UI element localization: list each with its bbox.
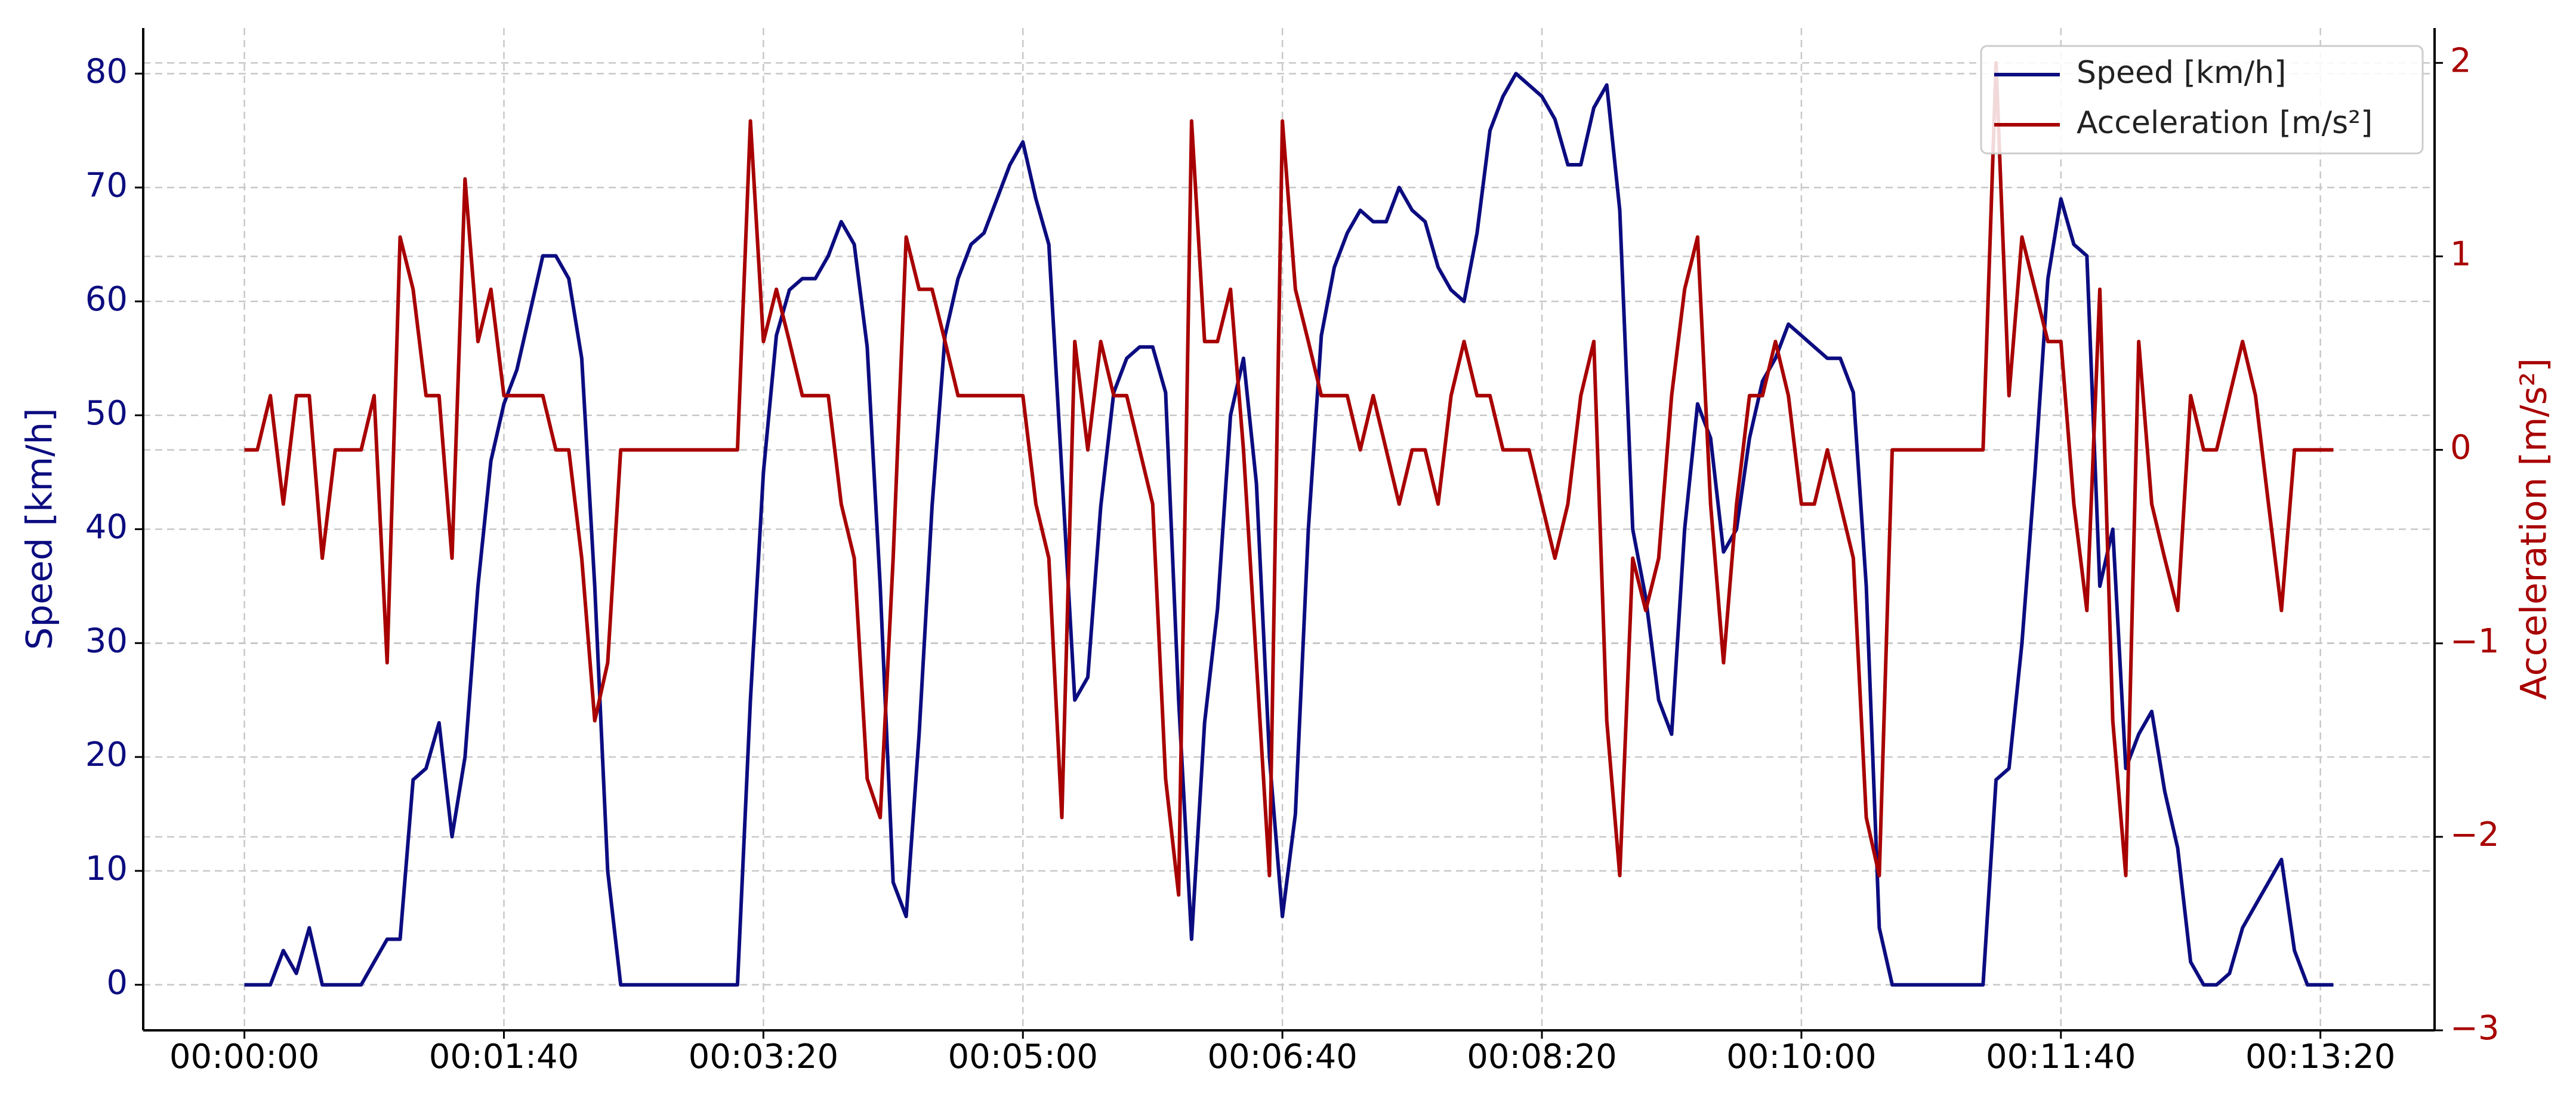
y-tick-label: 60 (85, 280, 128, 319)
y-tick-label: 50 (85, 394, 128, 433)
y-tick-label: 80 (85, 52, 128, 91)
y2-tick-label: 1 (2450, 235, 2472, 274)
y2-axis-label: Acceleration [m/s²] (2513, 358, 2555, 700)
x-tick-label: 00:00:00 (169, 1037, 320, 1076)
x-tick-label: 00:06:40 (1207, 1037, 1358, 1076)
series-line (244, 72, 2334, 987)
y2-tick-label: 2 (2450, 41, 2472, 80)
y-tick-label: 30 (85, 621, 128, 660)
y-tick-label: 40 (85, 508, 128, 547)
x-tick-label: 00:11:40 (1986, 1037, 2136, 1076)
y2-tick-label: 0 (2450, 429, 2472, 467)
y-tick-label: 10 (85, 849, 128, 888)
y2-tick-label: −2 (2450, 815, 2500, 854)
y-tick-label: 70 (85, 166, 128, 205)
y-tick-label: 20 (85, 735, 128, 774)
y-axis-label: Speed [km/h] (19, 408, 61, 649)
x-tick-label: 00:05:00 (948, 1037, 1098, 1076)
x-tick-label: 00:13:20 (2245, 1037, 2396, 1076)
legend-label: Acceleration [m/s²] (2077, 105, 2373, 141)
x-tick-label: 00:01:40 (429, 1037, 579, 1076)
y2-tick-label: −3 (2450, 1009, 2500, 1048)
x-tick-label: 00:10:00 (1726, 1037, 1877, 1076)
series-line (244, 61, 2334, 897)
x-tick-label: 00:03:20 (689, 1037, 839, 1076)
y2-tick-label: −1 (2450, 622, 2500, 661)
legend-box (1980, 45, 2424, 155)
legend-label: Speed [km/h] (2077, 55, 2286, 91)
y-tick-label: 0 (106, 963, 128, 1002)
x-tick-label: 00:08:20 (1467, 1037, 1617, 1076)
